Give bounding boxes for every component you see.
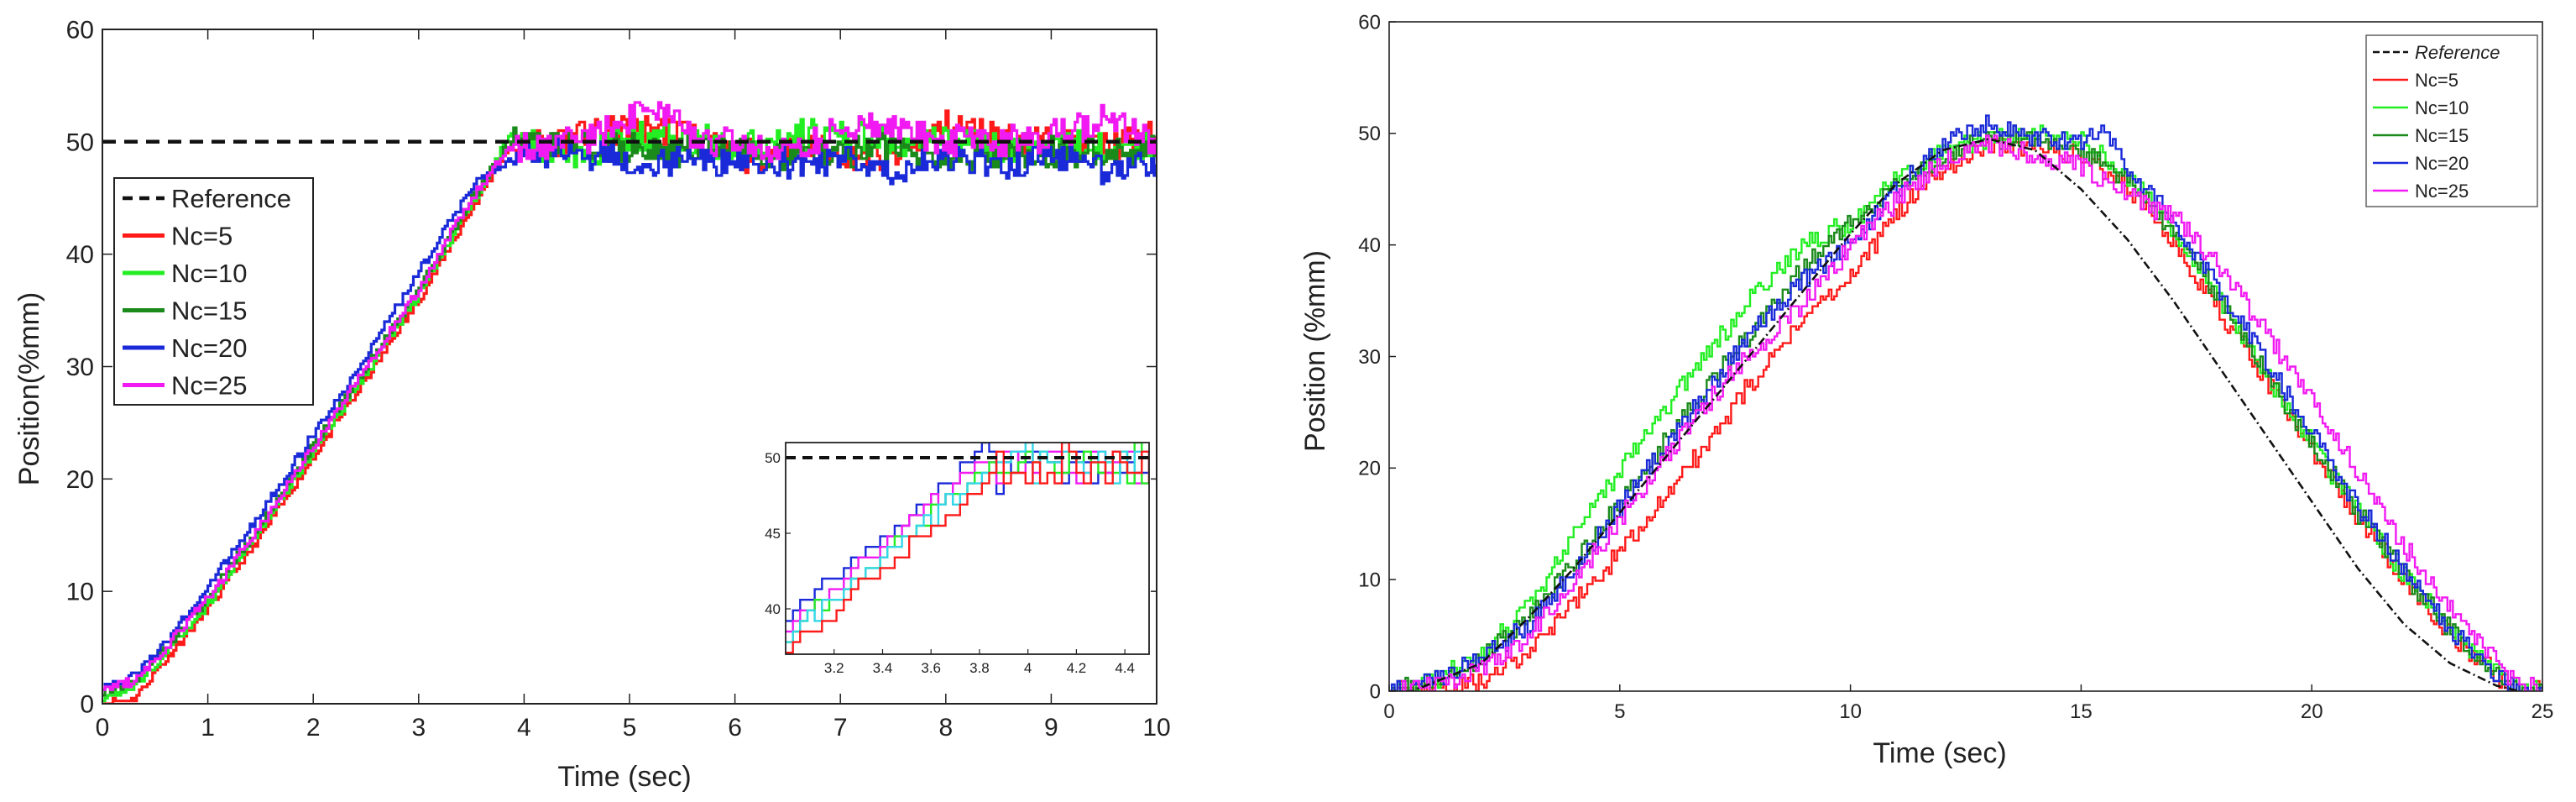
chart-left-legend-label-reference: Reference xyxy=(171,184,291,213)
chart-left-ytick-label: 40 xyxy=(66,241,94,269)
chart-left-inset-series-nc-5 xyxy=(786,443,1149,654)
chart-right-series-group xyxy=(1389,114,2542,691)
chart-left-inset-xtick-label: 3.2 xyxy=(824,660,844,676)
chart-right-xtick-label: 5 xyxy=(1614,700,1625,723)
chart-left-legend-label-nc-5: Nc=5 xyxy=(171,222,233,251)
chart-left-xtick-label: 6 xyxy=(728,714,742,742)
chart-left-series-nc-20 xyxy=(102,137,1157,691)
chart-right-ytick-label: 60 xyxy=(1358,11,1381,34)
chart-left-xtick-label: 10 xyxy=(1142,714,1170,742)
chart-right-ytick-label: 50 xyxy=(1358,123,1381,145)
chart-right-ylabel: Position (%mm) xyxy=(1299,250,1331,452)
chart-left-xtick-label: 7 xyxy=(833,714,848,742)
chart-left-inset-frame xyxy=(785,442,1150,655)
chart-right-legend-label-nc-5: Nc=5 xyxy=(2415,70,2458,91)
chart-left-legend: Reference Nc=5 Nc=10 Nc=15 Nc=20 Nc=25 xyxy=(113,177,314,406)
chart-right-series-nc-25 xyxy=(1402,134,2542,691)
chart-right-xtick-label: 20 xyxy=(2301,700,2323,723)
chart-left-ytick-label: 10 xyxy=(66,579,94,606)
chart-left-xtick-label: 9 xyxy=(1044,714,1058,742)
chart-right-ytick-label: 40 xyxy=(1358,234,1381,257)
chart-left-ytick-label: 30 xyxy=(66,354,94,381)
chart-right-legend: Reference Nc=5 Nc=10 Nc=15 Nc=20 Nc=25 xyxy=(2365,34,2538,207)
chart-left-xtick-label: 1 xyxy=(201,714,215,742)
chart-right-xtick-label: 10 xyxy=(1839,700,1862,723)
chart-left-xtick-label: 4 xyxy=(517,714,531,742)
chart-left-inset-xtick-label: 3.8 xyxy=(969,660,990,676)
chart-left-ytick-label: 0 xyxy=(80,691,94,719)
chart-left-inset-xtick-label: 3.6 xyxy=(921,660,941,676)
chart-right-ytick-label: 30 xyxy=(1358,346,1381,369)
chart-right-ytick-label: 20 xyxy=(1358,458,1381,480)
chart-right-ytick-label: 0 xyxy=(1370,680,1381,703)
chart-left: Time (sec) Position(%mm) 0 1 2 3 4 5 6 7 8 9 10010… xyxy=(13,17,1171,794)
chart-left-legend-label-nc-15: Nc=15 xyxy=(171,296,247,326)
chart-left-xlabel: Time (sec) xyxy=(557,761,691,793)
chart-left-series-group xyxy=(102,101,1157,704)
chart-left-legend-label-nc-10: Nc=10 xyxy=(171,259,247,288)
chart-right-xlabel: Time (sec) xyxy=(1873,737,2006,769)
chart-right-series-nc-10 xyxy=(1391,124,2542,691)
chart-left-xtick-label: 5 xyxy=(623,714,637,742)
chart-right-legend-label-reference: Reference xyxy=(2415,42,2500,63)
chart-right-legend-label-nc-20: Nc=20 xyxy=(2415,153,2469,174)
chart-right-xtick-label: 25 xyxy=(2532,700,2554,723)
chart-left-inset-xtick-label: 3.4 xyxy=(873,660,893,676)
chart-right-series-nc-5 xyxy=(1396,134,2542,691)
chart-left-xtick-label: 2 xyxy=(306,714,321,742)
chart-left-inset-ytick-label: 50 xyxy=(765,450,781,466)
chart-left-ytick-label: 50 xyxy=(66,128,94,156)
chart-left-ytick-label: 20 xyxy=(66,466,94,494)
chart-right: Time (sec) Position (%mm) 0 5 10 15 20 25 0 10 2… xyxy=(1299,11,2553,769)
chart-right-series-reference xyxy=(1389,138,2520,691)
chart-left-inset-ytick-label: 40 xyxy=(765,601,781,617)
chart-left-inset-bg xyxy=(784,441,1151,656)
chart-left-inset-xtick-label: 4.4 xyxy=(1115,660,1135,676)
chart-right-legend-label-nc-15: Nc=15 xyxy=(2415,125,2469,146)
chart-left-legend-label-nc-25: Nc=25 xyxy=(171,371,247,401)
chart-right-xtick-label: 0 xyxy=(1383,700,1394,723)
chart-right-ytick-label: 10 xyxy=(1358,569,1381,592)
chart-left-inset: 3.2 3.4 3.6 3.8 4 4.2 4.4 40 45 50 xyxy=(765,441,1151,676)
chart-left-inset-ytick-label: 45 xyxy=(765,526,781,542)
chart-left-inset-series-group xyxy=(786,443,1149,654)
chart-left-xtick-label: 3 xyxy=(411,714,426,742)
chart-left-series-nc-25 xyxy=(102,101,1157,691)
chart-left-inset-xtick-label: 4 xyxy=(1024,660,1032,676)
chart-left-frame xyxy=(102,29,1157,705)
chart-right-legend-label-nc-10: Nc=10 xyxy=(2415,97,2469,118)
chart-left-xtick-label: 8 xyxy=(938,714,953,742)
chart-left-xtick-label: 0 xyxy=(96,714,110,742)
chart-right-legend-label-nc-25: Nc=25 xyxy=(2415,181,2469,202)
chart-left-ytick-label: 60 xyxy=(66,17,94,45)
chart-left-inset-xtick-label: 4.2 xyxy=(1067,660,1087,676)
chart-right-legend-box xyxy=(2365,34,2538,207)
chart-left-legend-box xyxy=(113,177,314,406)
chart-right-plot-area xyxy=(1389,22,2542,691)
chart-left-legend-label-nc-20: Nc=20 xyxy=(171,333,247,363)
chart-right-xtick-label: 15 xyxy=(2070,700,2093,723)
chart-right-frame xyxy=(1388,21,2543,692)
chart-left-ylabel: Position(%mm) xyxy=(13,292,45,485)
